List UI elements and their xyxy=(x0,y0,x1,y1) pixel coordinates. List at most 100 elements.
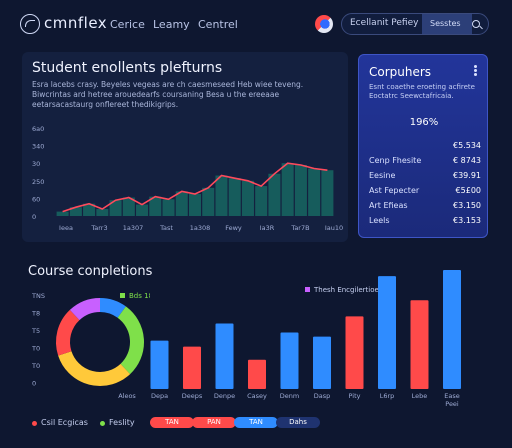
area-bar xyxy=(255,186,268,216)
app-logo[interactable]: cmnflex xyxy=(44,14,108,32)
area-bar xyxy=(308,168,321,216)
area-bar xyxy=(83,203,96,216)
y-tick-label: T0 xyxy=(31,362,40,370)
y-tick-label: 6a0 xyxy=(32,125,44,133)
avatar[interactable] xyxy=(315,15,333,33)
search-icon[interactable] xyxy=(472,20,480,28)
area-bar xyxy=(122,197,135,216)
completions-bar-chart: Thesh Encgilertioey Aleos Depa Deeps Denpe Ca… xyxy=(118,270,461,408)
campus-row-value: €5£00 xyxy=(455,186,481,195)
filter-pill[interactable]: PAN xyxy=(192,417,236,428)
x-tick-label: Deeps xyxy=(182,392,203,400)
enrollments-card: Student enollents plefturns Esra lacebs … xyxy=(22,52,348,242)
campus-row: Ast Fepecter €5£00 xyxy=(369,186,481,195)
filter-pill[interactable]: Dahs xyxy=(276,417,320,428)
filter-pill[interactable]: TAN xyxy=(234,417,278,428)
x-tick-label: 1a307 xyxy=(123,224,144,232)
campus-row: Art Efieas €3.150 xyxy=(369,201,481,210)
completion-bar xyxy=(313,336,331,389)
campus-row-label: Cenp Fhesite xyxy=(369,156,422,165)
enrollments-chart: 6a0 340 30 250 60 0 Ieea Tarr3 1a307 Tast 1a308 Few… xyxy=(32,125,343,232)
completion-bar xyxy=(150,340,169,389)
area-bar xyxy=(149,196,162,216)
y-tick-label: 0 xyxy=(32,380,36,388)
search-filter-button[interactable]: Sesstes xyxy=(422,14,472,34)
area-bar xyxy=(228,178,241,216)
search-input[interactable]: Ecellanit Pefiey Sesstes xyxy=(341,13,489,35)
x-tick-label: Peei xyxy=(445,400,459,408)
x-tick-label: Tast xyxy=(159,224,173,232)
donut-slice xyxy=(117,306,144,375)
more-options-icon[interactable] xyxy=(474,65,477,68)
legend-dot xyxy=(100,421,105,426)
enrollments-description: Esra lacebs crasy. Beyeles vegeas are ch… xyxy=(32,80,304,109)
x-tick-label: Tarr3 xyxy=(90,224,107,232)
area-bar xyxy=(109,200,122,216)
x-tick-label: Dasp xyxy=(314,392,331,400)
campuses-description: Esnt coaethe eroeting acfirete Eoctatrc … xyxy=(369,83,475,100)
x-tick-label: Ia3R xyxy=(260,224,275,232)
area-bar xyxy=(96,208,109,216)
x-tick-label: Lebe xyxy=(412,392,428,400)
x-tick-label: Denm xyxy=(280,392,299,400)
top-bar: cmnflex Cerice Leamy Centrel Ecellanit P… xyxy=(0,0,512,46)
campuses-percent: 196% xyxy=(409,117,439,128)
donut-legend-label: Bds 184 xyxy=(129,292,150,300)
completion-bar xyxy=(378,276,396,389)
completion-bar xyxy=(345,316,364,389)
enrollment-line xyxy=(62,162,328,213)
y-tick-label: 0 xyxy=(32,213,36,221)
area-bar xyxy=(188,194,202,216)
nav-item-1[interactable]: Cerice xyxy=(110,18,145,31)
y-tick-label: T0 xyxy=(31,345,40,353)
area-bar xyxy=(241,180,254,216)
y-tick-label: T5 xyxy=(31,327,40,335)
nav-item-2[interactable]: Leamy xyxy=(153,18,190,31)
area-bar xyxy=(69,207,82,216)
y-tick-label: T8 xyxy=(31,310,40,318)
area-bar xyxy=(268,173,281,216)
x-tick-label: Pity xyxy=(349,392,361,400)
donut-slice xyxy=(58,350,131,386)
x-tick-label: Tar7B xyxy=(290,224,309,232)
completion-bar xyxy=(280,332,299,389)
legend-label: Csil Ecgicas xyxy=(41,418,88,427)
completions-title: Course conpletions xyxy=(28,264,153,279)
campuses-card: Corpuhers Esnt coaethe eroeting acfirete… xyxy=(358,54,488,238)
legend-dot xyxy=(32,421,37,426)
x-tick-label: Aleos xyxy=(118,392,136,400)
completions-donut: TNS T8 T5 T0 T0 0 Bds 184 xyxy=(31,292,150,388)
completion-bar xyxy=(443,270,461,389)
area-bar xyxy=(321,170,334,216)
area-bar xyxy=(56,211,69,216)
area-bar xyxy=(294,164,307,216)
campus-row-value: €39.91 xyxy=(453,171,481,180)
campus-row-label: Eesine xyxy=(369,171,396,180)
x-tick-label: Denpe xyxy=(214,392,235,400)
nav-item-3[interactable]: Centrel xyxy=(198,18,238,31)
x-tick-label: Iau10 xyxy=(325,224,343,232)
campus-row-label: Art Efieas xyxy=(369,201,408,210)
legend-label: Feslity xyxy=(109,418,135,427)
bar-legend-label: Thesh Encgilertioey xyxy=(313,286,383,294)
completion-bar xyxy=(215,323,234,389)
y-tick-label: 30 xyxy=(32,160,40,168)
completion-bar xyxy=(410,300,429,389)
completion-bar xyxy=(183,346,201,389)
donut-slice xyxy=(69,298,101,321)
x-tick-label: Ease xyxy=(444,392,459,400)
x-tick-label: 1a308 xyxy=(190,224,211,232)
campus-row: Cenp Fhesite € 8743 xyxy=(369,156,481,165)
enrollments-title: Student enollents plefturns xyxy=(32,60,223,76)
footer-legend: Csil Ecgicas Feslity TAN PAN TAN Dahs xyxy=(0,414,512,434)
area-bar xyxy=(162,199,175,216)
area-bar xyxy=(136,204,149,216)
area-bar xyxy=(281,163,294,216)
donut-slice xyxy=(56,309,80,356)
filter-pill[interactable]: TAN xyxy=(150,417,194,428)
logo-icon xyxy=(20,14,40,34)
x-tick-label: Casey xyxy=(247,392,267,400)
bar-legend-swatch xyxy=(305,287,310,292)
y-tick-label: 340 xyxy=(32,143,44,151)
x-tick-label: Ieea xyxy=(59,224,73,232)
